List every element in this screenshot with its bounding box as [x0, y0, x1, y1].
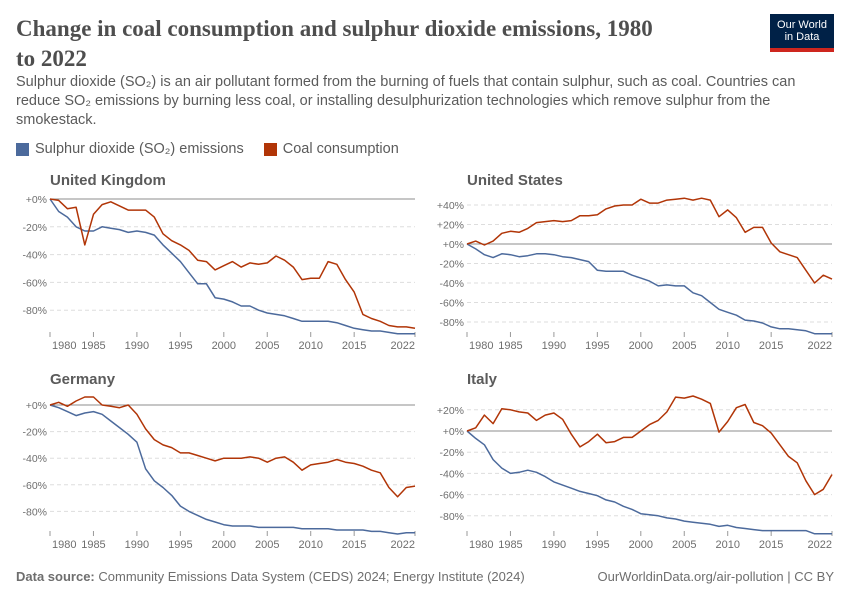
logo-line-2: in Data	[784, 31, 820, 43]
footer-link[interactable]: OurWorldinData.org/air-pollution | CC BY	[597, 569, 834, 584]
y-tick-label: -80%	[22, 305, 47, 317]
x-tick-label: 1985	[498, 340, 522, 352]
y-tick-label: -60%	[22, 277, 47, 289]
y-tick-label: +20%	[437, 405, 464, 417]
series-line-coal-united-kingdom	[49, 198, 416, 330]
y-tick-label: -40%	[439, 278, 464, 290]
y-tick-label: -80%	[439, 317, 464, 329]
x-tick-label: 1980	[469, 340, 493, 352]
y-tick-label: -40%	[22, 250, 47, 262]
x-tick-label: 2022	[391, 340, 415, 352]
x-tick-label: 1990	[542, 340, 566, 352]
x-tick-label: 2000	[212, 539, 236, 551]
y-tick-label: -20%	[439, 259, 464, 271]
series-line-so2-united-states	[466, 243, 832, 335]
y-tick-label: +20%	[437, 220, 464, 232]
x-tick-label: 1985	[81, 340, 105, 352]
x-tick-label: 1995	[168, 340, 192, 352]
y-tick-label: -20%	[439, 447, 464, 459]
logo-line-1: Our World	[777, 19, 827, 31]
x-tick-label: 1980	[469, 539, 493, 551]
y-tick-label: +0%	[443, 426, 464, 438]
y-tick-label: -80%	[439, 511, 464, 523]
panel-title-germany: Germany	[50, 371, 116, 388]
x-tick-label: 1980	[52, 539, 76, 551]
y-tick-label: -20%	[22, 427, 47, 439]
x-tick-label: 2010	[298, 340, 322, 352]
legend: Sulphur dioxide (SO₂) emissions Coal con…	[16, 141, 399, 157]
x-tick-label: 2005	[672, 539, 696, 551]
x-tick-label: 2010	[715, 340, 739, 352]
panel-title-united-kingdom: United Kingdom	[50, 172, 166, 189]
chart-subtitle: Sulphur dioxide (SO₂) is an air pollutan…	[16, 74, 796, 128]
y-tick-label: +0%	[443, 239, 464, 251]
x-tick-label: 2015	[759, 340, 783, 352]
x-tick-label: 2010	[715, 539, 739, 551]
x-tick-label: 1990	[125, 539, 149, 551]
x-tick-label: 2005	[672, 340, 696, 352]
x-tick-label: 2022	[391, 539, 415, 551]
x-tick-label: 2005	[255, 539, 279, 551]
x-tick-label: 1990	[542, 539, 566, 551]
x-tick-label: 2000	[629, 340, 653, 352]
x-tick-label: 1985	[498, 539, 522, 551]
y-tick-label: -80%	[22, 506, 47, 518]
x-tick-label: 2022	[808, 340, 832, 352]
legend-swatch-coal	[263, 142, 277, 156]
x-tick-label: 2015	[759, 539, 783, 551]
chart-title: Change in coal consumption and sulphur d…	[16, 16, 653, 71]
series-line-coal-germany	[49, 396, 416, 498]
y-tick-label: +0%	[26, 194, 47, 206]
x-tick-label: 1995	[585, 340, 609, 352]
y-tick-label: -60%	[439, 490, 464, 502]
x-tick-label: 2000	[629, 539, 653, 551]
panel-title-italy: Italy	[467, 371, 498, 388]
footer-source: Data source: Community Emissions Data Sy…	[16, 569, 525, 584]
y-tick-label: -60%	[22, 480, 47, 492]
series-line-so2-germany	[49, 404, 415, 535]
legend-label-so2: Sulphur dioxide (SO₂) emissions	[35, 141, 244, 157]
owid-logo[interactable]: Our World in Data	[770, 14, 834, 52]
x-tick-label: 2005	[255, 340, 279, 352]
y-tick-label: -20%	[22, 222, 47, 234]
x-tick-label: 1985	[81, 539, 105, 551]
x-tick-label: 1995	[585, 539, 609, 551]
x-tick-label: 1980	[52, 340, 76, 352]
y-tick-label: +40%	[437, 200, 464, 212]
x-tick-label: 2015	[342, 340, 366, 352]
source-label: Data source:	[16, 569, 95, 584]
y-tick-label: -40%	[439, 468, 464, 480]
y-tick-label: -60%	[439, 298, 464, 310]
y-tick-label: -40%	[22, 453, 47, 465]
y-tick-label: +0%	[26, 400, 47, 412]
x-tick-label: 2015	[342, 539, 366, 551]
x-tick-label: 2000	[212, 340, 236, 352]
x-tick-label: 2022	[808, 539, 832, 551]
x-tick-label: 2010	[298, 539, 322, 551]
series-line-so2-italy	[466, 430, 832, 535]
x-tick-label: 1990	[125, 340, 149, 352]
series-line-coal-italy	[466, 395, 833, 496]
x-tick-label: 1995	[168, 539, 192, 551]
series-line-coal-united-states	[466, 197, 833, 284]
legend-label-coal: Coal consumption	[282, 141, 399, 157]
legend-item-coal[interactable]: Coal consumption	[263, 141, 399, 157]
legend-item-so2[interactable]: Sulphur dioxide (SO₂) emissions	[16, 141, 244, 157]
legend-swatch-so2	[16, 142, 29, 156]
panel-title-united-states: United States	[467, 172, 563, 189]
series-line-so2-united-kingdom	[49, 198, 415, 335]
source-text: Community Emissions Data System (CEDS) 2…	[98, 569, 525, 584]
